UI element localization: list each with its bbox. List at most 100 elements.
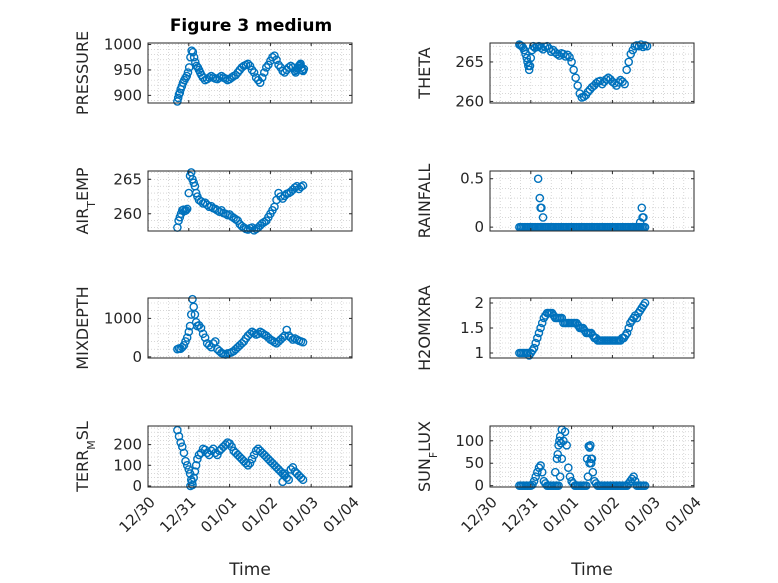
data-point	[522, 53, 532, 63]
data-point	[259, 68, 269, 77]
data-point	[526, 53, 536, 63]
y-axis-label: PRESSURE	[73, 31, 92, 115]
data-point	[524, 65, 534, 75]
data-point	[249, 68, 259, 77]
data-point	[208, 339, 218, 348]
data-point	[536, 43, 546, 53]
y-tick-label: 950	[113, 61, 142, 79]
data-point	[189, 473, 198, 482]
data-point	[262, 63, 271, 72]
data-point	[622, 65, 631, 75]
data-point	[536, 323, 545, 333]
data-point	[184, 327, 194, 337]
data-point	[573, 81, 583, 90]
x-tick-label: 01/04	[319, 493, 362, 536]
data-point	[537, 467, 547, 477]
data-point	[257, 73, 267, 82]
y-tick-label: 0	[474, 477, 484, 495]
data-point	[531, 338, 540, 348]
data-point	[563, 50, 572, 60]
axes-box	[147, 297, 353, 359]
data-point	[196, 323, 206, 333]
panel-pressure: 900 950 1000 PRESSURE	[73, 31, 353, 115]
data-point	[622, 328, 632, 338]
grid	[490, 43, 694, 103]
data-point	[618, 77, 627, 86]
y-tick-label: 900	[113, 86, 142, 104]
data-point	[253, 329, 263, 339]
data-point	[179, 341, 189, 350]
data-point	[211, 448, 220, 458]
data-point	[215, 73, 224, 82]
data-point	[552, 454, 562, 464]
y-tick-label: 2	[474, 294, 484, 312]
data-point	[278, 66, 287, 76]
data-point	[624, 57, 634, 67]
data-point	[247, 65, 257, 75]
data-point	[202, 448, 212, 458]
data-point	[264, 60, 273, 70]
data-point	[538, 213, 548, 222]
series-points	[515, 298, 650, 360]
data-point	[255, 78, 265, 87]
data-point	[556, 438, 566, 448]
data-point	[632, 313, 642, 323]
data-point	[241, 458, 251, 468]
y-axis-label: AIRTEMP	[73, 167, 98, 234]
data-point	[243, 225, 253, 234]
data-point	[282, 325, 292, 335]
data-point	[555, 436, 564, 446]
series-points	[515, 425, 650, 490]
data-point	[187, 477, 197, 487]
data-point	[553, 449, 563, 459]
y-tick-label: 265	[113, 170, 142, 188]
panel-mixdepth: 0 1000 MIXDEPTH	[73, 286, 353, 370]
data-point	[624, 323, 634, 333]
data-point	[251, 73, 261, 82]
data-point	[554, 481, 563, 490]
data-point	[182, 333, 192, 342]
data-point	[284, 63, 294, 72]
y-tick-label: 265	[455, 53, 484, 71]
data-point	[640, 481, 650, 490]
y-tick-label: 0	[474, 218, 484, 236]
data-point	[534, 328, 544, 338]
x-tick-label: 12/31	[156, 493, 199, 536]
data-point	[571, 73, 580, 83]
data-point	[525, 61, 535, 71]
data-point	[183, 68, 193, 77]
data-point	[535, 193, 545, 203]
data-point	[249, 328, 259, 338]
data-point	[581, 481, 591, 490]
x-tick-label: 12/30	[457, 493, 500, 536]
data-point	[186, 310, 196, 319]
data-point	[231, 70, 241, 80]
y-tick-label: 1.5	[460, 319, 484, 337]
series-points	[515, 40, 652, 102]
data-point	[296, 182, 306, 192]
data-point	[290, 183, 300, 192]
x-tick-label: 01/04	[661, 493, 704, 536]
data-point	[191, 460, 201, 470]
data-point	[181, 206, 191, 215]
y-tick-label: 260	[113, 205, 142, 223]
data-point	[194, 450, 204, 460]
data-point	[189, 52, 199, 62]
data-point	[200, 333, 210, 342]
grid	[148, 171, 352, 231]
data-point	[561, 52, 570, 61]
data-point	[247, 454, 257, 464]
series-points	[173, 46, 309, 106]
y-tick-label: 0	[132, 477, 142, 495]
data-point	[565, 52, 574, 62]
data-point	[272, 55, 281, 65]
panel-h2omixra: 1 1.5 2 H2OMIXRA	[415, 285, 695, 371]
x-tick-label: 01/03	[279, 493, 322, 536]
data-point	[537, 318, 547, 328]
data-point	[193, 454, 202, 464]
data-point	[569, 65, 578, 75]
data-point	[213, 450, 222, 460]
data-point	[278, 477, 287, 487]
data-point	[588, 467, 598, 477]
